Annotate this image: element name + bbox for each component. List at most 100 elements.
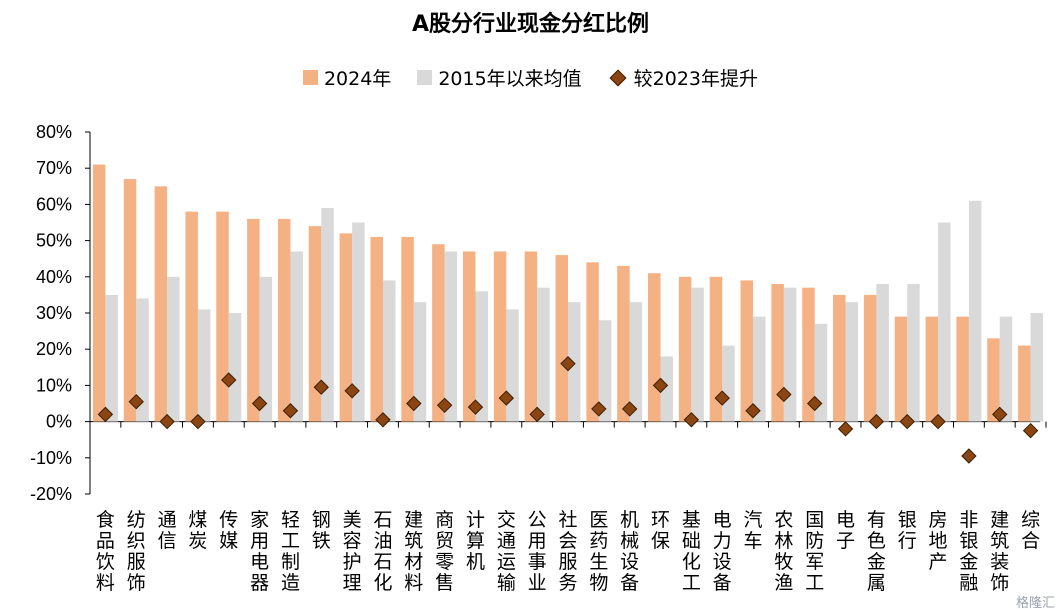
marker-change [899,413,915,430]
x-tick-label: 美容护理 [343,509,362,594]
x-tick-label: 家用电器 [250,509,269,594]
bar-average [1030,313,1044,422]
x-tick-label: 非银金融 [959,509,978,594]
bar-average [845,302,859,422]
marker-change [621,401,638,417]
y-tick-label: 80% [36,122,72,142]
y-tick-label: 40% [36,267,72,287]
bar-2024 [678,276,692,422]
y-tick-label: 60% [36,194,72,214]
marker-change [467,399,484,415]
bar-average [136,298,149,422]
chart-title: A股分行业现金分红比例 [411,12,650,37]
x-tick-label: 医药生物 [589,509,608,594]
bar-average [444,251,458,422]
marker-change [159,413,175,430]
marker-change [745,403,761,419]
y-tick-label: 50% [36,231,72,251]
marker-change [560,355,576,372]
marker-change [807,395,823,412]
x-tick-label: 国防军工 [805,509,824,594]
bar-2024 [493,251,507,422]
bar-2024 [216,211,229,422]
x-tick-label: 电力设备 [713,509,732,594]
legend-item-average: 2015年以来均值 [417,64,582,91]
x-tick-label: 基础化工 [682,509,701,594]
bar-2024 [617,265,630,422]
legend: 2024年 2015年以来均值 较2023年提升 [0,64,1061,91]
marker-change [930,413,946,430]
x-tick-label: 银行 [898,509,917,552]
bar-2024 [802,287,815,422]
bar-average [691,287,704,422]
bar-average [475,291,488,422]
bar-2024 [123,179,137,422]
x-tick-label: 房地产 [929,509,948,573]
x-tick-label: 通信 [158,509,177,552]
legend-item-change: 较2023年提升 [608,64,758,91]
bar-2024 [925,316,939,422]
marker-change [344,383,360,399]
bar-2024 [894,316,908,422]
x-tick-label: 建筑材料 [404,509,423,594]
x-tick-label: 石油石化 [373,509,392,594]
x-tick-label: 农林牧渔 [774,509,793,594]
x-tick-label: 煤炭 [188,509,207,552]
bar-average [814,323,828,422]
x-tick-label: 机械设备 [620,509,639,594]
bar-2024 [740,280,754,422]
y-tick-label: 30% [36,303,72,323]
bar-average [259,276,273,422]
bar-average [537,287,550,422]
marker-change [591,401,607,417]
x-tick-label: 环保 [651,509,670,552]
legend-label-change: 较2023年提升 [633,68,759,90]
x-tick-label: 社会服务 [558,509,577,594]
bar-2024 [555,255,568,422]
x-tick-label: 纺织服饰 [127,509,146,594]
bar-average [783,287,797,422]
bar-2024 [524,251,538,422]
legend-swatch-2024 [302,70,318,85]
bar-average [907,284,920,422]
bar-average [228,313,242,422]
bar-average [629,302,643,422]
marker-change [714,390,730,406]
marker-change [868,413,885,430]
watermark: 格隆汇 [1015,596,1055,611]
bar-average [352,222,365,422]
marker-change [652,377,669,394]
legend-swatch-average [417,70,433,85]
x-tick-label: 汽车 [744,509,763,552]
marker-change [128,393,144,410]
marker-change [282,403,299,419]
bar-2024 [771,284,784,422]
bar-average [413,302,427,422]
x-tick-label: 有色金属 [867,509,886,594]
bar-average [598,320,612,422]
marker-change [221,372,237,388]
x-tick-label: 公用事业 [528,509,547,594]
bar-2024 [648,273,661,422]
legend-item-2024: 2024年 [302,64,392,91]
bar-average [938,222,951,422]
bar-average [568,302,581,422]
bar-2024 [92,164,106,422]
x-tick-label: 综合 [1021,509,1040,552]
bar-2024 [956,316,969,422]
bar-2024 [185,211,198,422]
bar-average [660,356,674,422]
marker-change [776,386,792,403]
bar-average [167,276,180,422]
x-tick-label: 食品饮料 [96,509,115,594]
bar-2024 [277,218,291,422]
bar-average [876,284,889,422]
x-tick-label: 轻工制造 [281,509,300,594]
y-tick-label: -20% [30,484,72,504]
legend-label-average: 2015年以来均值 [438,68,582,90]
marker-change [529,406,545,423]
marker-change [837,421,854,437]
bar-average [506,309,519,422]
legend-label-2024: 2024年 [323,68,392,90]
x-tick-label: 钢铁 [312,509,331,552]
